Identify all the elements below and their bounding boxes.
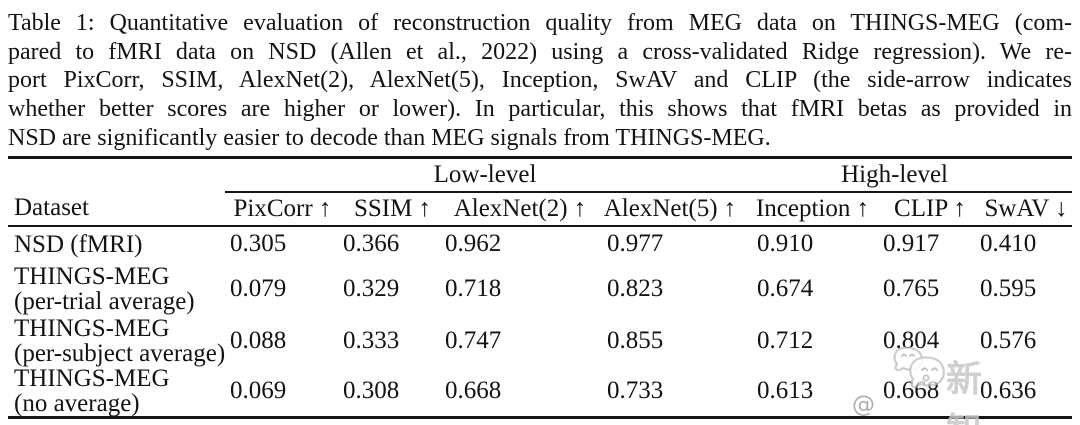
- column-header-pixcorr: PixCorr ↑: [225, 191, 340, 227]
- metric-value-cell: 0.308: [340, 365, 445, 419]
- column-header-dataset: Dataset: [8, 191, 225, 227]
- column-header-swav: SwAV ↓: [980, 191, 1073, 227]
- metric-value-cell: 0.668: [445, 365, 595, 419]
- group-header-spacer: [8, 158, 225, 192]
- column-header-ssim: SSIM ↑: [340, 191, 445, 227]
- metric-value-cell: 0.576: [980, 326, 1037, 354]
- caption-line: port PixCorr, SSIM, AlexNet(2), AlexNet(…: [8, 67, 1072, 94]
- metric-value-cell: 0.765: [883, 274, 940, 302]
- metric-value-cell: 0.718: [445, 274, 502, 302]
- caption-line: whether better scores are higher or lowe…: [8, 96, 1072, 123]
- watermark-brand: 新智元: [946, 359, 986, 425]
- column-header-alexnet5: AlexNet(5) ↑: [595, 191, 746, 227]
- dataset-name: NSD (fMRI): [14, 230, 143, 258]
- caption-line: pared to fMRI data on NSD (Allen et al.,…: [8, 38, 1072, 65]
- group-header-high-level: High-level: [745, 157, 1073, 193]
- metric-value-cell: 0.747: [445, 326, 502, 354]
- table-row-nsd-fmri: NSD (fMRI) 0.305 0.366 0.962 0.977 0.910…: [8, 226, 1072, 262]
- watermark-credit: @稀土掘金技术社区: [852, 392, 876, 418]
- dataset-cell: THINGS-MEG (per-subject average): [8, 316, 225, 366]
- dataset-name: THINGS-MEG: [14, 314, 170, 342]
- column-header-alexnet2: AlexNet(2) ↑: [445, 191, 595, 227]
- metric-value-cell: 0.855: [607, 326, 664, 354]
- metric-value-cell: 0.333: [343, 326, 400, 354]
- group-header-low-level: Low-level: [225, 157, 746, 193]
- metric-value-cell: 0.595: [980, 274, 1037, 302]
- table-row-things-meg-no-average: THINGS-MEG (no average) 0.069 0.308 0.66…: [8, 364, 1073, 419]
- metric-value-cell: 0.674: [757, 274, 814, 302]
- metric-value-cell: 0.069: [225, 365, 340, 419]
- metric-value-cell: 0.079: [230, 274, 287, 302]
- metric-value-cell: 0.823: [607, 274, 664, 302]
- results-table: Low-level High-level Dataset PixCorr ↑ S…: [8, 156, 1073, 419]
- dataset-subname: (per-trial average): [14, 287, 195, 315]
- table-caption: Table 1: Quantitative evaluation of reco…: [8, 9, 1072, 153]
- dataset-name: THINGS-MEG: [14, 364, 170, 392]
- metric-value-cell: 0.410: [980, 230, 1037, 257]
- chat-bubbles-logo-icon: [893, 346, 945, 389]
- dataset-cell: NSD (fMRI): [8, 226, 225, 262]
- column-header-row: Dataset PixCorr ↑ SSIM ↑ AlexNet(2) ↑ Al…: [8, 191, 1073, 227]
- group-header-row: Low-level High-level: [8, 157, 1073, 193]
- metric-value-cell: 0.329: [343, 274, 400, 302]
- caption-line: NSD are significantly easier to decode t…: [8, 124, 771, 151]
- dataset-cell: THINGS-MEG (no average): [8, 364, 225, 419]
- metric-value-cell: 0.910: [757, 230, 814, 257]
- column-header-inception: Inception ↑: [745, 191, 881, 227]
- metric-value-cell: 0.636: [980, 365, 1073, 419]
- metric-value-cell: 0.712: [757, 326, 814, 354]
- dataset-cell: THINGS-MEG (per-trial average): [8, 262, 225, 316]
- metric-value-cell: 0.366: [343, 230, 400, 257]
- metric-value-cell: 0.962: [445, 230, 502, 257]
- table-row-things-meg-per-trial: THINGS-MEG (per-trial average) 0.079 0.3…: [8, 262, 1072, 316]
- metric-value-cell: 0.613: [745, 365, 881, 419]
- metric-value-cell: 0.977: [607, 230, 664, 257]
- metric-value-cell: 0.305: [230, 230, 287, 257]
- column-header-clip: CLIP ↑: [880, 191, 981, 227]
- dataset-subname: (per-subject average): [14, 339, 226, 367]
- metric-value-cell: 0.733: [595, 365, 746, 419]
- dataset-subname: (no average): [14, 389, 140, 417]
- metric-value-cell: 0.917: [883, 230, 940, 257]
- table-row-things-meg-per-subject: THINGS-MEG (per-subject average) 0.088 0…: [8, 316, 1072, 366]
- metric-value-cell: 0.088: [230, 326, 287, 354]
- caption-line: Table 1: Quantitative evaluation of reco…: [8, 10, 1072, 36]
- dataset-name: THINGS-MEG: [14, 262, 170, 290]
